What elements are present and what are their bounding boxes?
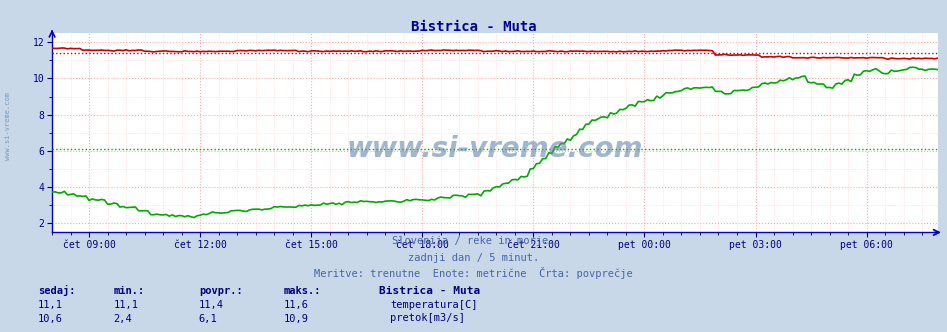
Text: www.si-vreme.com: www.si-vreme.com: [5, 92, 10, 160]
Text: 2,4: 2,4: [114, 314, 133, 324]
Text: 11,1: 11,1: [114, 300, 138, 310]
Text: www.si-vreme.com: www.si-vreme.com: [347, 135, 643, 163]
Text: 10,6: 10,6: [38, 314, 63, 324]
Text: 11,4: 11,4: [199, 300, 223, 310]
Text: 10,9: 10,9: [284, 314, 309, 324]
Text: 11,1: 11,1: [38, 300, 63, 310]
Text: Slovenija / reke in morje.: Slovenija / reke in morje.: [392, 236, 555, 246]
Text: 11,6: 11,6: [284, 300, 309, 310]
Text: povpr.:: povpr.:: [199, 286, 242, 296]
Text: 6,1: 6,1: [199, 314, 218, 324]
Text: sedaj:: sedaj:: [38, 285, 76, 296]
Text: Meritve: trenutne  Enote: metrične  Črta: povprečje: Meritve: trenutne Enote: metrične Črta: …: [314, 267, 633, 279]
Text: min.:: min.:: [114, 286, 145, 296]
Text: pretok[m3/s]: pretok[m3/s]: [390, 313, 465, 323]
Text: Bistrica - Muta: Bistrica - Muta: [379, 286, 480, 296]
Text: temperatura[C]: temperatura[C]: [390, 300, 477, 310]
Text: Bistrica - Muta: Bistrica - Muta: [411, 20, 536, 34]
Text: zadnji dan / 5 minut.: zadnji dan / 5 minut.: [408, 253, 539, 263]
Text: maks.:: maks.:: [284, 286, 322, 296]
